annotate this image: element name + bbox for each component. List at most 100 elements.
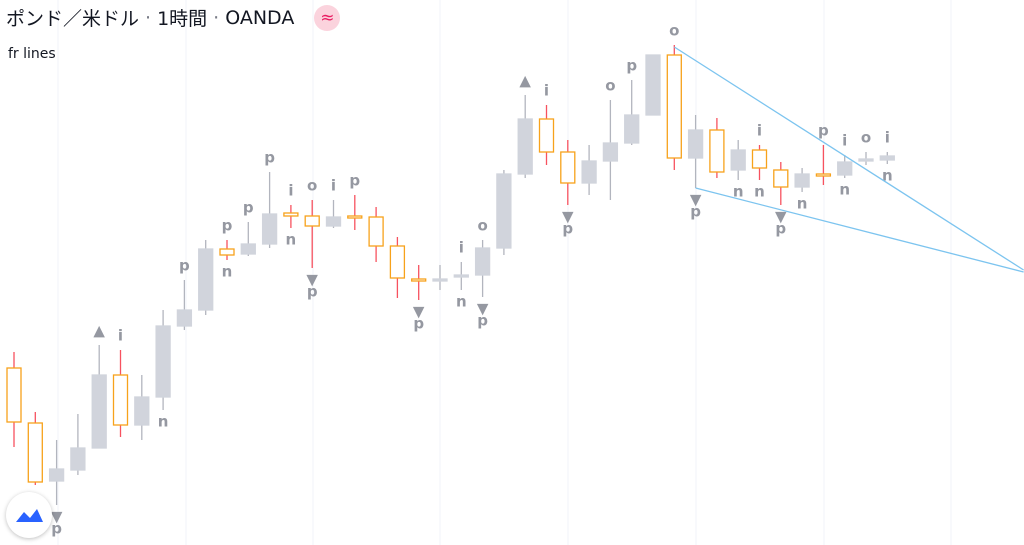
signal-marker: p xyxy=(818,122,829,140)
signal-marker: n xyxy=(222,263,233,281)
signal-marker: i xyxy=(885,129,890,147)
signal-marker: p xyxy=(690,203,701,221)
candle-body xyxy=(240,243,256,255)
candle-body xyxy=(879,155,895,161)
logo-icon xyxy=(16,509,43,522)
signal-marker: n xyxy=(754,183,765,201)
candle-body xyxy=(432,278,448,282)
candle-body xyxy=(91,374,107,449)
candle-body xyxy=(389,245,406,279)
signal-marker: o xyxy=(861,129,871,147)
candle-body xyxy=(474,247,491,276)
signal-marker: p xyxy=(264,149,275,167)
candle-body xyxy=(6,367,22,423)
signal-marker: p xyxy=(413,315,424,333)
signal-marker: p xyxy=(179,257,190,275)
signal-marker: i xyxy=(331,177,336,195)
signal-marker: i xyxy=(288,182,293,200)
signal-marker: o xyxy=(477,217,487,235)
symbol[interactable]: ポンド／米ドル xyxy=(6,8,140,30)
separator: · xyxy=(145,6,152,29)
signal-marker: n xyxy=(733,183,744,201)
signal-marker: ▲ xyxy=(93,322,105,340)
separator: · xyxy=(213,6,220,29)
candle-body xyxy=(751,149,768,169)
candle-body xyxy=(48,468,65,482)
candle-body xyxy=(261,213,278,245)
candle-body xyxy=(837,161,853,176)
signal-marker: ▼ xyxy=(306,271,318,289)
signal-marker: p xyxy=(477,312,488,330)
candle-body xyxy=(858,158,874,162)
candle-body xyxy=(27,422,43,483)
candle-body xyxy=(155,325,171,398)
source: OANDA xyxy=(225,6,295,29)
candle-body xyxy=(709,129,725,173)
candle-body xyxy=(134,396,150,426)
signal-marker: n xyxy=(158,413,169,431)
candle-body xyxy=(496,173,512,249)
signal-marker: p xyxy=(222,217,233,235)
trend-line xyxy=(673,46,1024,271)
candle-body xyxy=(794,173,810,188)
signal-marker: n xyxy=(456,293,467,311)
candle-body xyxy=(453,274,469,278)
signal-marker: i xyxy=(757,122,762,140)
candle-body xyxy=(325,216,342,227)
signal-marker: o xyxy=(307,177,317,195)
candle-body xyxy=(219,248,235,256)
interval[interactable]: 1時間 xyxy=(157,8,208,30)
candle-body xyxy=(283,212,299,217)
signal-marker: n xyxy=(882,167,893,185)
candle-body xyxy=(411,278,427,282)
signal-marker: i xyxy=(118,327,123,345)
candle-body xyxy=(560,151,576,184)
signal-marker: ▼ xyxy=(51,508,63,526)
signal-marker: p xyxy=(243,199,254,217)
signal-marker: ▲ xyxy=(519,72,531,90)
signal-marker: ▼ xyxy=(775,208,787,226)
candle-body xyxy=(538,118,555,153)
signal-marker: p xyxy=(51,520,62,538)
signal-marker: n xyxy=(839,181,850,199)
signal-marker: n xyxy=(286,231,297,249)
signal-marker: ▼ xyxy=(562,208,574,226)
signal-marker: p xyxy=(775,220,786,238)
badge[interactable]: ≈ xyxy=(314,4,341,31)
candle-body xyxy=(666,54,682,159)
candle-body xyxy=(347,215,363,219)
signal-marker: i xyxy=(459,239,464,257)
candle-body xyxy=(815,173,832,177)
candle-body xyxy=(645,54,661,116)
candle-body xyxy=(687,129,704,159)
logo[interactable] xyxy=(6,492,52,538)
candle-body xyxy=(730,149,746,171)
candle-body xyxy=(304,215,320,227)
candle-body xyxy=(517,118,533,175)
signal-marker: i xyxy=(544,82,549,100)
signal-marker: p xyxy=(562,220,573,238)
candle-body xyxy=(70,447,86,471)
candle-body xyxy=(368,216,384,247)
candle-body xyxy=(198,248,214,311)
signal-marker: i xyxy=(842,132,847,150)
candle-body xyxy=(176,309,193,327)
candle-body xyxy=(112,374,129,426)
signal-marker: n xyxy=(797,195,808,213)
candle-body xyxy=(581,160,597,184)
time-grid xyxy=(57,0,952,545)
indicator-label[interactable]: fr lines xyxy=(8,46,56,62)
signal-marker: o xyxy=(669,22,679,40)
signal-marker: ▼ xyxy=(413,303,425,321)
candle-body xyxy=(602,142,619,162)
trend-line xyxy=(695,187,1024,273)
signal-marker: p xyxy=(626,57,637,75)
candle-body xyxy=(773,169,789,188)
signal-marker: ▼ xyxy=(477,300,489,318)
header: ポンド／米ドル · 1時間 · OANDA ≈ xyxy=(6,4,341,31)
candle-body xyxy=(624,114,640,144)
signal-marker: p xyxy=(307,283,318,301)
signal-marker: o xyxy=(605,77,615,95)
signal-marker: ▼ xyxy=(690,191,702,209)
